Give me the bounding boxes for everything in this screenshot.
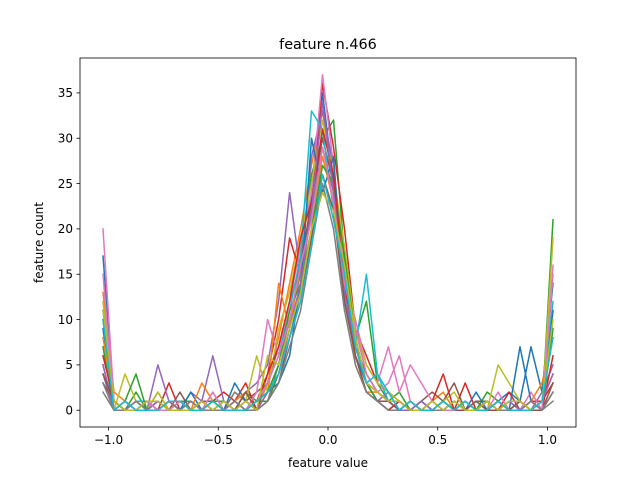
y-tick-label: 15 [58,268,73,282]
series-line-19 [102,191,554,411]
y-tick-label: 35 [58,86,73,100]
x-axis-label: feature value [288,456,368,470]
y-tick-label: 5 [65,358,73,372]
y-tick-label: 30 [58,132,73,146]
y-tick-label: 0 [65,404,73,418]
x-tick-label: 0.5 [428,433,447,447]
series-layer [101,74,555,411]
y-tick-label: 10 [58,313,73,327]
series-line-6 [101,137,555,411]
y-axis: 0 5 10 15 20 25 30 35 [58,86,80,418]
y-axis-label: feature count [32,202,46,283]
x-tick-label: 1.0 [538,433,557,447]
chart-title: feature n.466 [279,37,377,53]
x-tick-label: 0.0 [318,433,337,447]
y-tick-label: 25 [58,177,73,191]
x-tick-label: −0.5 [204,433,233,447]
x-axis: −1.0 −0.5 0.0 0.5 1.0 [94,427,557,447]
y-tick-label: 20 [58,222,73,236]
series-line-20 [102,173,554,411]
x-tick-label: −1.0 [94,433,123,447]
